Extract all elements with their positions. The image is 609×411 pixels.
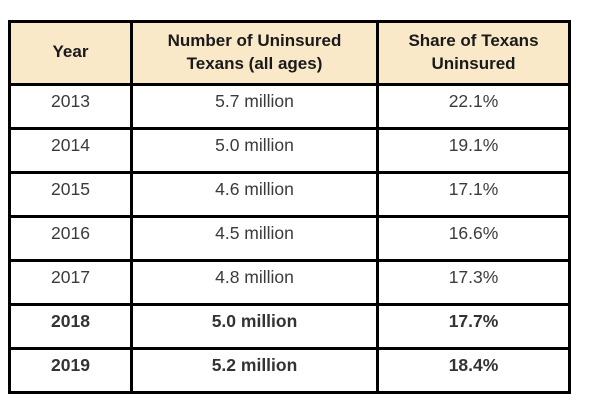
year-cell: 2017	[8, 258, 133, 306]
table-row: 2013 5.7 million 22.1%	[8, 82, 571, 130]
column-header-year: Year	[8, 20, 133, 86]
year-cell: 2016	[8, 214, 133, 262]
share-cell: 22.1%	[376, 82, 571, 130]
share-cell: 18.4%	[376, 346, 571, 394]
table-row: 2017 4.8 million 17.3%	[8, 258, 571, 306]
header-row: Year Number of Uninsured Texans (all age…	[8, 20, 571, 86]
table-row: 2014 5.0 million 19.1%	[8, 126, 571, 174]
number-cell: 4.5 million	[130, 214, 379, 262]
column-header-number-uninsured: Number of Uninsured Texans (all ages)	[130, 20, 379, 86]
share-cell: 17.1%	[376, 170, 571, 218]
table-header: Year Number of Uninsured Texans (all age…	[8, 20, 571, 86]
year-cell: 2015	[8, 170, 133, 218]
share-cell: 17.7%	[376, 302, 571, 350]
table-row: 2015 4.6 million 17.1%	[8, 170, 571, 218]
number-cell: 4.8 million	[130, 258, 379, 306]
share-cell: 17.3%	[376, 258, 571, 306]
share-cell: 19.1%	[376, 126, 571, 174]
table-row: 2019 5.2 million 18.4%	[8, 346, 571, 394]
number-cell: 5.7 million	[130, 82, 379, 130]
table-row: 2016 4.5 million 16.6%	[8, 214, 571, 262]
share-cell: 16.6%	[376, 214, 571, 262]
year-cell: 2018	[8, 302, 133, 350]
column-header-share-uninsured: Share of Texans Uninsured	[376, 20, 571, 86]
table-body: 2013 5.7 million 22.1% 2014 5.0 million …	[8, 82, 571, 394]
number-cell: 4.6 million	[130, 170, 379, 218]
number-cell: 5.2 million	[130, 346, 379, 394]
number-cell: 5.0 million	[130, 126, 379, 174]
number-cell: 5.0 million	[130, 302, 379, 350]
year-cell: 2014	[8, 126, 133, 174]
year-cell: 2013	[8, 82, 133, 130]
year-cell: 2019	[8, 346, 133, 394]
uninsured-texans-table: Year Number of Uninsured Texans (all age…	[8, 20, 571, 394]
table-row: 2018 5.0 million 17.7%	[8, 302, 571, 350]
